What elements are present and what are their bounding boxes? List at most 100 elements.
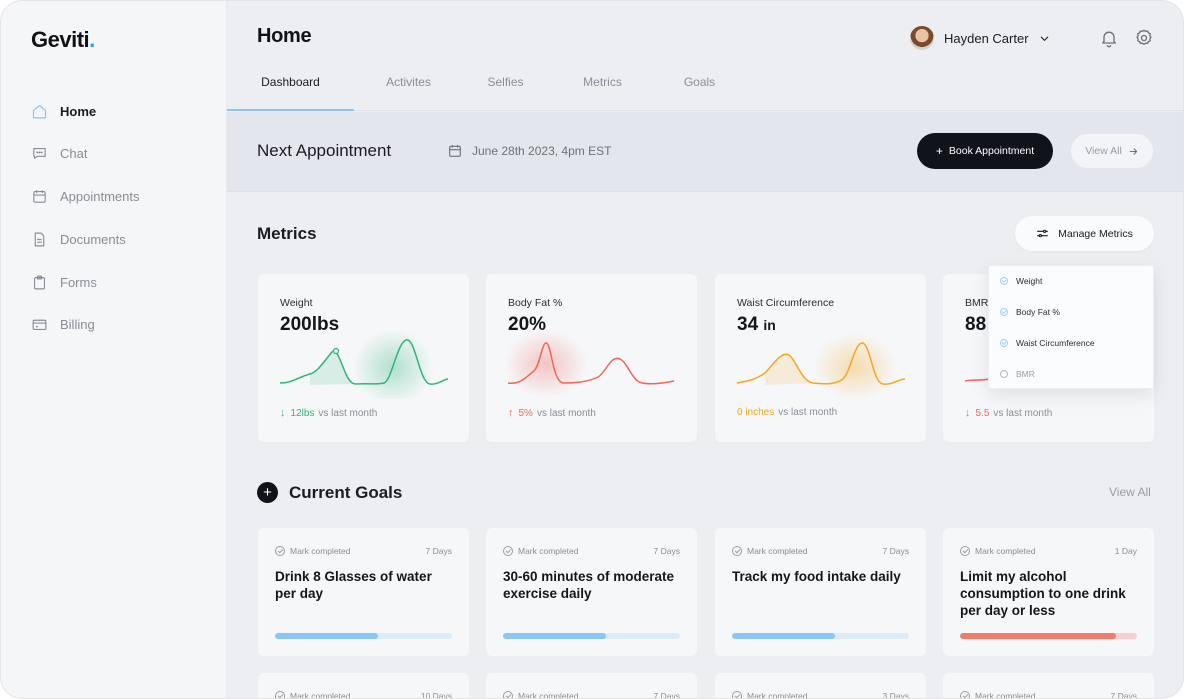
- check-circle-icon: [503, 546, 513, 556]
- credit-card-icon: [32, 320, 47, 331]
- mark-completed-button[interactable]: Mark completed: [732, 546, 807, 556]
- sidebar-item-appointments[interactable]: Appointments: [31, 184, 140, 210]
- metric-value: 200lbs: [280, 314, 340, 335]
- next-appointment-bar: Next Appointment June 28th 2023, 4pm EST…: [227, 112, 1183, 192]
- mark-completed-button[interactable]: Mark completed: [275, 546, 350, 556]
- chevron-down-icon: [1040, 36, 1048, 41]
- tab-goals[interactable]: Goals: [683, 75, 716, 89]
- check-circle-icon: [732, 546, 742, 556]
- goal-title: Track my food intake daily: [732, 569, 901, 584]
- goal-card: Mark completed 7 Days Drink 8 Glasses of…: [258, 528, 469, 656]
- metric-label: Body Fat %: [508, 297, 563, 309]
- view-all-goals-link[interactable]: View All: [1109, 485, 1151, 499]
- metric-card-waist[interactable]: Waist Circumference 34 in 0 inches vs la…: [715, 274, 926, 442]
- book-appointment-label: Book Appointment: [948, 145, 1035, 157]
- sidebar-item-label: Billing: [60, 317, 95, 333]
- goal-duration: 10 Days: [420, 691, 452, 699]
- logo-text: Geviti: [31, 27, 90, 52]
- metric-value: 34 in: [737, 314, 776, 335]
- sidebar-item-documents[interactable]: Documents: [31, 226, 140, 252]
- dropdown-option-bmr[interactable]: BMR: [1000, 369, 1035, 379]
- goal-progress-fill: [960, 633, 1116, 639]
- home-icon: [32, 104, 47, 118]
- goal-progress-fill: [503, 633, 606, 639]
- metric-card-weight[interactable]: Weight 200lbs ↓ 12lbs vs last month: [258, 274, 469, 442]
- weight-sparkline: [279, 329, 449, 399]
- logo[interactable]: Geviti.: [31, 27, 95, 53]
- mark-completed-button[interactable]: Mark completed: [960, 691, 1035, 698]
- metric-label: Waist Circumference: [737, 297, 835, 309]
- goal-card: Mark completed 10 Days: [258, 673, 469, 699]
- user-menu[interactable]: Hayden Carter: [910, 26, 1050, 50]
- goal-duration: 7 Days: [653, 691, 680, 699]
- goal-progress-fill: [732, 633, 835, 639]
- sidebar-item-forms[interactable]: Forms: [31, 269, 140, 295]
- tab-dashboard[interactable]: Dashboard: [227, 71, 354, 111]
- mark-completed-button[interactable]: Mark completed: [503, 691, 578, 698]
- sidebar-nav: Home Chat Appointments Documents Forms B…: [31, 98, 140, 355]
- manage-metrics-button[interactable]: Manage Metrics: [1015, 216, 1154, 251]
- goal-duration: 3 Days: [882, 691, 909, 699]
- sidebar-item-label: Documents: [60, 231, 126, 247]
- metrics-title: Metrics: [257, 224, 317, 243]
- gear-icon[interactable]: [1134, 28, 1154, 48]
- check-circle-icon: [503, 691, 513, 698]
- metric-change: 0 inches vs last month: [737, 407, 838, 418]
- body-fat-sparkline: [504, 330, 675, 398]
- check-icon: [1000, 308, 1008, 316]
- view-all-appointments-button[interactable]: View All: [1070, 133, 1154, 169]
- goal-duration: 7 Days: [1110, 691, 1137, 699]
- metric-change: ↓ 12lbs vs last month: [280, 407, 378, 419]
- sidebar-item-billing[interactable]: Billing: [31, 312, 140, 338]
- page-title: Home: [257, 25, 312, 47]
- goal-card: Mark completed 7 Days 30-60 minutes of m…: [486, 528, 697, 656]
- mark-completed-button[interactable]: Mark completed: [732, 691, 807, 698]
- tab-selfies[interactable]: Selfies: [487, 75, 524, 89]
- mark-completed-button[interactable]: Mark completed: [503, 546, 578, 556]
- tab-bar: Dashboard Activites Selfies Metrics Goal…: [227, 71, 748, 111]
- logo-dot: .: [89, 27, 95, 52]
- book-appointment-button[interactable]: + Book Appointment: [917, 133, 1053, 169]
- dropdown-option-body-fat[interactable]: Body Fat %: [1000, 307, 1060, 317]
- check-circle-icon: [732, 691, 742, 698]
- sidebar-item-chat[interactable]: Chat: [31, 141, 140, 167]
- clipboard-icon: [33, 275, 46, 290]
- dropdown-option-weight[interactable]: Weight: [1000, 276, 1042, 286]
- dropdown-option-waist[interactable]: Waist Circumference: [1000, 338, 1095, 348]
- view-all-label: View All: [1085, 145, 1122, 157]
- check-circle-icon: [960, 691, 970, 698]
- bell-icon[interactable]: [1099, 28, 1119, 48]
- add-goal-button[interactable]: +: [257, 482, 278, 503]
- tab-metrics[interactable]: Metrics: [583, 75, 622, 89]
- document-icon: [34, 232, 45, 247]
- metric-change: ↓ 5.5 vs last month: [965, 407, 1053, 419]
- waist-sparkline: [736, 333, 906, 399]
- goal-duration: 7 Days: [882, 546, 909, 556]
- mark-completed-button[interactable]: Mark completed: [960, 546, 1035, 556]
- check-icon: [1000, 277, 1008, 285]
- goal-card: Mark completed 7 Days: [486, 673, 697, 699]
- metric-value: 88: [965, 314, 987, 335]
- calendar-icon: [449, 145, 461, 157]
- tab-activites[interactable]: Activites: [386, 75, 431, 89]
- top-header: Home Hayden Carter Dashboard Activites S…: [227, 1, 1183, 111]
- appointment-date-text: June 28th 2023, 4pm EST: [472, 144, 612, 158]
- goal-progress-bar: [960, 633, 1137, 639]
- goal-title: 30-60 minutes of moderate exercise daily: [503, 569, 675, 601]
- metric-label: BMR: [965, 297, 989, 309]
- goal-progress-fill: [275, 633, 378, 639]
- mark-completed-button[interactable]: Mark completed: [275, 691, 350, 698]
- sidebar-item-home[interactable]: Home: [31, 98, 140, 124]
- circle-icon: [1000, 370, 1008, 378]
- arrow-up-icon: ↑: [508, 407, 514, 419]
- metric-card-body-fat[interactable]: Body Fat % 20% ↑ 5% vs last month: [486, 274, 697, 442]
- manage-metrics-dropdown: Weight Body Fat % Waist Circumference BM…: [988, 265, 1154, 389]
- current-goals-title: Current Goals: [289, 483, 403, 502]
- metric-change: ↑ 5% vs last month: [508, 407, 596, 419]
- bmr-sparkline: [964, 378, 990, 382]
- appointment-date: June 28th 2023, 4pm EST: [447, 143, 611, 159]
- arrow-down-icon: ↓: [965, 407, 971, 419]
- check-circle-icon: [960, 546, 970, 556]
- goal-title: Drink 8 Glasses of water per day: [275, 569, 432, 601]
